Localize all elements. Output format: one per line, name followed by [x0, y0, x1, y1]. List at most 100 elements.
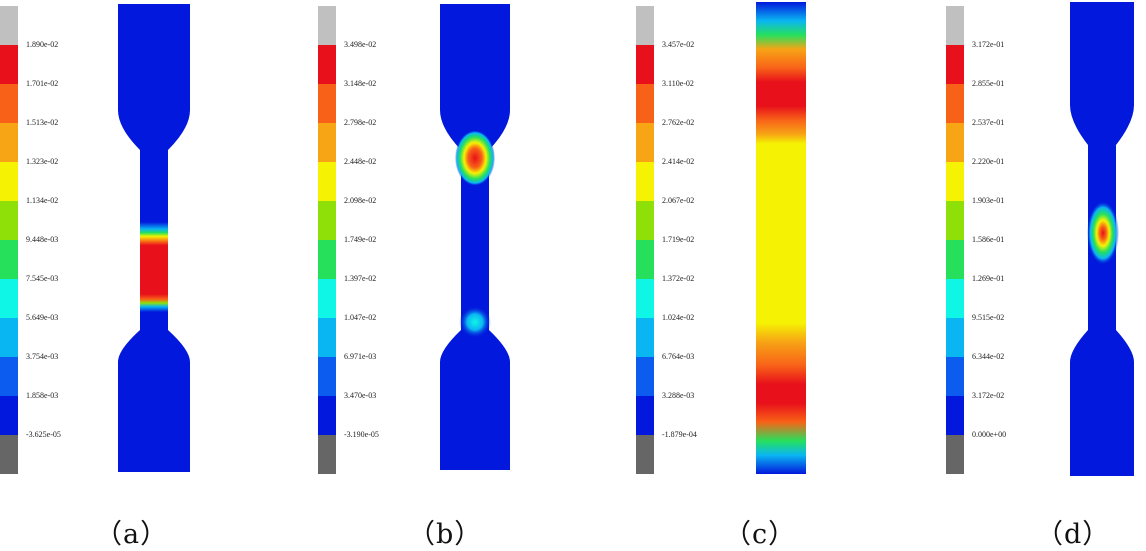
specimen-contour: [118, 4, 190, 472]
legend-tick-label: 7.545e-03: [26, 274, 59, 283]
legend-tick-label: 2.798e-02: [344, 118, 377, 127]
legend-color-cell: [0, 6, 18, 45]
specimen-contour: [756, 2, 806, 474]
legend-color-cell: [318, 396, 336, 435]
legend-tick-label: 9.448e-03: [26, 235, 59, 244]
specimen-contour: [1070, 2, 1134, 476]
legend-color-cell: [636, 162, 654, 201]
legend-tick-label: 1.134e-02: [26, 196, 59, 205]
legend-tick-label: 3.288e-03: [662, 391, 695, 400]
legend-color-cell: [636, 240, 654, 279]
legend-tick-label: 9.515e-02: [972, 313, 1005, 322]
legend-color-cell: [946, 45, 964, 84]
caption-label: （d）: [1036, 519, 1111, 550]
legend-tick-label: 1.024e-02: [662, 313, 695, 322]
legend-tick-label: 1.372e-02: [662, 274, 695, 283]
legend-color-cell: [0, 357, 18, 396]
legend-tick-label: 2.855e-01: [972, 79, 1005, 88]
legend-color-cell: [0, 435, 18, 474]
legend-tick-label: 3.457e-02: [662, 40, 695, 49]
legend-tick-label: 0.000e+00: [972, 430, 1007, 439]
legend-color-cell: [318, 201, 336, 240]
legend-color-cell: [0, 318, 18, 357]
legend-tick-label: 3.172e-02: [972, 391, 1005, 400]
legend-tick-label: 1.513e-02: [26, 118, 59, 127]
legend-color-cell: [318, 435, 336, 474]
legend-color-cell: [318, 6, 336, 45]
legend-tick-label: 1.701e-02: [26, 79, 59, 88]
legend-tick-label: 3.498e-02: [344, 40, 377, 49]
legend-color-cell: [636, 6, 654, 45]
legend-color-cell: [946, 84, 964, 123]
legend-color-cell: [946, 435, 964, 474]
legend-color-cell: [946, 357, 964, 396]
specimen-contour: [440, 4, 510, 470]
legend-color-cell: [0, 162, 18, 201]
legend-color-cell: [946, 201, 964, 240]
legend-color-cell: [318, 318, 336, 357]
panel-a: （a） 1.890e-02 1.701e-02 1.513e-02 1.323e-02…: [0, 0, 286, 551]
legend-tick-label: 3.110e-02: [662, 79, 694, 88]
legend-color-cell: [0, 45, 18, 84]
legend-color-cell: [0, 123, 18, 162]
legend-tick-label: 3.172e-01: [972, 40, 1005, 49]
legend-color-cell: [636, 279, 654, 318]
legend-tick-label: 1.858e-03: [26, 391, 59, 400]
legend-color-cell: [318, 45, 336, 84]
legend-tick-label: 2.220e-01: [972, 157, 1005, 166]
legend-color-cell: [0, 396, 18, 435]
caption-label: （a）: [95, 519, 169, 550]
legend-tick-label: -3.190e-05: [344, 430, 379, 439]
legend-tick-label: 3.470e-03: [344, 391, 377, 400]
legend-tick-label: -1.879e-04: [662, 430, 697, 439]
panel-d: （d） 3.172e-01 2.855e-01 2.537e-01 2.220e-01…: [946, 0, 1146, 551]
legend-color-cell: [636, 201, 654, 240]
legend-tick-label: 5.649e-03: [26, 313, 59, 322]
legend-tick-label: 2.067e-02: [662, 196, 695, 205]
legend-tick-label: 1.719e-02: [662, 235, 695, 244]
legend-color-cell: [318, 279, 336, 318]
legend-tick-label: 1.397e-02: [344, 274, 377, 283]
legend-tick-label: 1.269e-01: [972, 274, 1005, 283]
legend-color-cell: [0, 84, 18, 123]
legend-tick-label: 2.414e-02: [662, 157, 695, 166]
legend-tick-label: 2.762e-02: [662, 118, 695, 127]
legend-color-cell: [946, 396, 964, 435]
caption-label: （b）: [408, 519, 483, 550]
legend-tick-label: 2.098e-02: [344, 196, 377, 205]
legend-color-cell: [636, 396, 654, 435]
legend-tick-label: 1.323e-02: [26, 157, 59, 166]
legend-tick-label: 6.764e-03: [662, 352, 695, 361]
legend-color-cell: [946, 123, 964, 162]
legend-tick-label: 6.971e-03: [344, 352, 377, 361]
caption-label: （c）: [724, 519, 797, 550]
legend-tick-label: 1.890e-02: [26, 40, 59, 49]
legend-color-cell: [636, 357, 654, 396]
legend-tick-label: 3.148e-02: [344, 79, 377, 88]
legend-color-cell: [318, 240, 336, 279]
legend-color-cell: [318, 84, 336, 123]
legend-color-cell: [946, 318, 964, 357]
legend-tick-label: 1.903e-01: [972, 196, 1005, 205]
legend-color-cell: [0, 279, 18, 318]
legend-tick-label: 2.448e-02: [344, 157, 377, 166]
legend-color-cell: [318, 123, 336, 162]
legend-color-cell: [0, 240, 18, 279]
legend-tick-label: 1.586e-01: [972, 235, 1005, 244]
legend-color-cell: [636, 318, 654, 357]
legend-color-cell: [946, 6, 964, 45]
legend-color-cell: [318, 162, 336, 201]
legend-color-cell: [946, 240, 964, 279]
legend-color-cell: [946, 162, 964, 201]
legend-tick-label: 3.754e-03: [26, 352, 59, 361]
panel-b: （b） 3.498e-02 3.148e-02 2.798e-02 2.448e-02…: [318, 0, 604, 551]
legend-color-cell: [636, 45, 654, 84]
legend-tick-label: 6.344e-02: [972, 352, 1005, 361]
legend-color-cell: [946, 279, 964, 318]
legend-color-cell: [636, 123, 654, 162]
legend-color-cell: [636, 84, 654, 123]
legend-tick-label: -3.625e-05: [26, 430, 61, 439]
legend-color-cell: [318, 357, 336, 396]
legend-tick-label: 1.749e-02: [344, 235, 377, 244]
legend-tick-label: 2.537e-01: [972, 118, 1005, 127]
